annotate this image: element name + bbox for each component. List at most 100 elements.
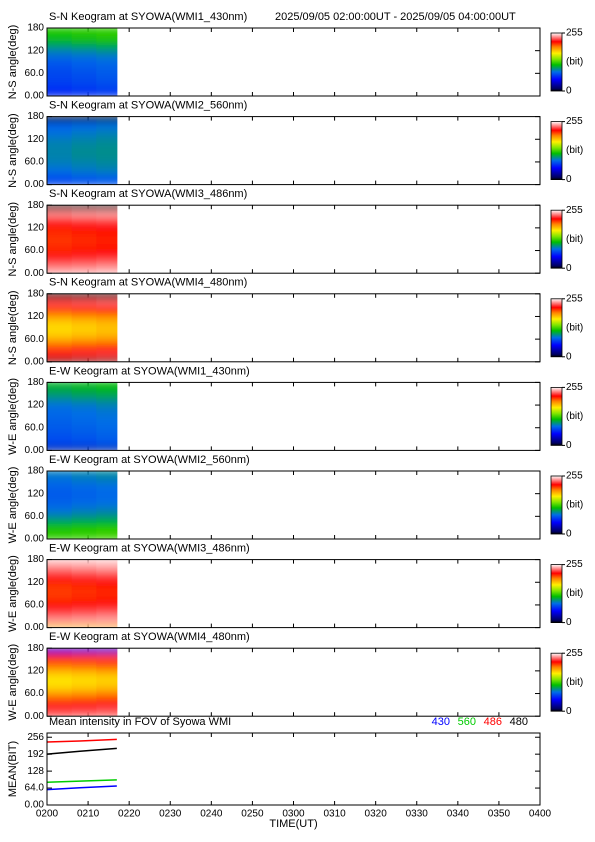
- heatmap-cell: [47, 382, 73, 388]
- heatmap-cell: [71, 534, 97, 539]
- colorbar-label: (bit): [566, 322, 583, 333]
- heatmap-cell: [71, 223, 97, 233]
- heatmap-cell: [47, 61, 73, 71]
- colorbar-tick-label: 255: [566, 471, 583, 482]
- heatmap-cell: [71, 260, 97, 271]
- heatmap-cell: [71, 319, 97, 329]
- heatmap-cell: [47, 53, 73, 63]
- y-tick-label: 120: [27, 311, 44, 322]
- y-tick-label: 0.00: [25, 268, 45, 279]
- heatmap-cell: [71, 471, 97, 476]
- heatmap-cell: [71, 658, 97, 669]
- heatmap-cell: [96, 559, 118, 565]
- legend-entry: 486: [484, 716, 502, 728]
- heatmap-cell: [96, 481, 118, 491]
- colorbar-tick-label: 0: [566, 86, 572, 97]
- heatmap-cell: [71, 126, 97, 137]
- heatmap-cell: [96, 45, 118, 56]
- heatmap-cell: [96, 471, 118, 476]
- line-series: [46, 747, 117, 755]
- colorbar-tick-label: 255: [566, 559, 583, 570]
- y-tick-label: 128: [27, 766, 44, 777]
- heatmap-cell: [47, 430, 73, 441]
- heatmap-cell: [96, 230, 118, 241]
- heatmap-cell: [96, 311, 118, 322]
- colorbar: [550, 121, 563, 180]
- heatmap-cell: [96, 30, 118, 41]
- y-tick-label: 180: [27, 377, 44, 388]
- colorbar-tick-label: 0: [566, 174, 572, 185]
- heatmap-cell: [71, 607, 97, 618]
- heatmap-cell: [47, 164, 73, 175]
- heatmap-cell: [71, 116, 97, 122]
- heatmap-cell: [47, 215, 73, 226]
- y-tick-label: 192: [27, 749, 44, 760]
- y-tick-label: 180: [27, 643, 44, 654]
- heatmap-cell: [47, 407, 73, 418]
- heatmap-cell: [71, 526, 97, 537]
- heatmap-cell: [71, 53, 97, 63]
- heatmap-cell: [71, 681, 97, 691]
- heatmap-cell: [71, 134, 97, 145]
- heatmap-cell: [96, 488, 118, 499]
- y-axis-label: W-E angle(deg): [7, 555, 19, 632]
- y-tick-label: 60.0: [25, 422, 45, 433]
- colorbar-tick-label: 255: [566, 116, 583, 127]
- heatmap-cell: [47, 126, 73, 137]
- heatmap-cell: [47, 245, 73, 256]
- y-tick-label: 120: [27, 45, 44, 56]
- heatmap-cell: [47, 696, 73, 706]
- y-tick-label: 180: [27, 200, 44, 211]
- heatmap-cell: [47, 304, 73, 314]
- heatmap-cell: [96, 385, 118, 395]
- heatmap-cell: [71, 422, 97, 433]
- heatmap-cell: [47, 341, 73, 352]
- heatmap-cell: [71, 666, 97, 676]
- heatmap-cell: [96, 622, 118, 628]
- panel-title: S-N Keogram at SYOWA(WMI2_560nm): [49, 100, 247, 112]
- y-tick-label: 0.00: [25, 445, 45, 456]
- heatmap-cell: [71, 559, 97, 565]
- heatmap-cell: [71, 577, 97, 588]
- heatmap-cell: [71, 430, 97, 441]
- colorbar: [550, 564, 563, 623]
- plot-frame: [46, 647, 541, 717]
- colorbar: [550, 209, 563, 269]
- y-tick-label: 0.00: [25, 179, 45, 190]
- heatmap-cell: [96, 534, 118, 539]
- heatmap-cell: [96, 430, 118, 441]
- heatmap-cell: [47, 473, 73, 484]
- heatmap-cell: [47, 334, 73, 344]
- panel-title: Mean intensity in FOV of Syowa WMI: [49, 716, 231, 728]
- heatmap-cell: [71, 245, 97, 256]
- heatmap: [47, 116, 118, 185]
- y-tick-label: 0.00: [25, 356, 45, 367]
- heatmap-cell: [96, 504, 118, 514]
- colorbar-label: (bit): [566, 677, 583, 688]
- y-tick-label: 0.00: [25, 800, 45, 811]
- heatmap-cell: [96, 116, 118, 122]
- heatmap-cell: [71, 711, 97, 717]
- panel-title: E-W Keogram at SYOWA(WMI4_480nm): [49, 631, 250, 643]
- heatmap-cell: [47, 91, 73, 96]
- y-tick-label: 60.0: [25, 68, 45, 79]
- heatmap-cell: [96, 326, 118, 337]
- heatmap-cell: [96, 415, 118, 425]
- heatmap-cell: [47, 134, 73, 145]
- heatmap-cells: [47, 293, 118, 362]
- heatmap-cell: [96, 688, 118, 699]
- heatmap-cell: [96, 511, 118, 522]
- y-tick-label: 60.0: [25, 688, 45, 699]
- heatmap-cell: [47, 30, 73, 41]
- x-tick-label: 0320: [365, 809, 388, 820]
- heatmap-cell: [47, 445, 73, 451]
- heatmap-cell: [71, 385, 97, 395]
- heatmap-cell: [71, 407, 97, 418]
- heatmap-cell: [96, 648, 118, 653]
- heatmap-cell: [47, 207, 73, 218]
- heatmap-cell: [96, 562, 118, 572]
- plot-frame: [46, 732, 541, 806]
- heatmap-cell: [96, 293, 118, 299]
- heatmap-cell: [71, 293, 97, 299]
- heatmap-cell: [47, 496, 73, 506]
